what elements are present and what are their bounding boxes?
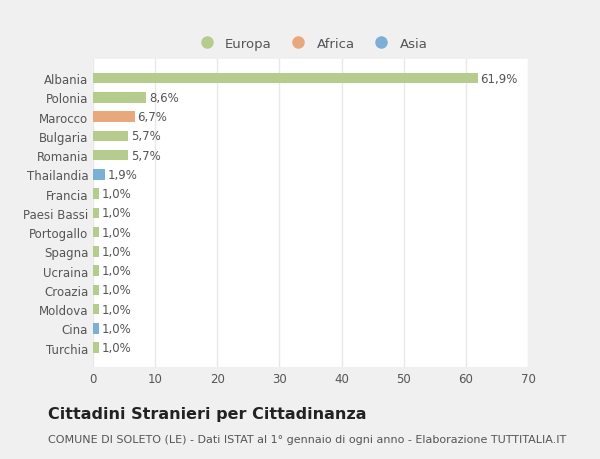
Bar bbox=[93, 285, 99, 296]
Text: 5,7%: 5,7% bbox=[131, 130, 161, 143]
Text: COMUNE DI SOLETO (LE) - Dati ISTAT al 1° gennaio di ogni anno - Elaborazione TUT: COMUNE DI SOLETO (LE) - Dati ISTAT al 1°… bbox=[48, 434, 566, 444]
Text: 1,0%: 1,0% bbox=[102, 284, 131, 297]
Bar bbox=[93, 73, 478, 84]
Bar bbox=[93, 112, 134, 123]
Text: 1,0%: 1,0% bbox=[102, 341, 131, 354]
Text: 1,0%: 1,0% bbox=[102, 188, 131, 201]
Text: Cittadini Stranieri per Cittadinanza: Cittadini Stranieri per Cittadinanza bbox=[48, 406, 367, 421]
Text: 1,0%: 1,0% bbox=[102, 207, 131, 220]
Text: 8,6%: 8,6% bbox=[149, 92, 179, 105]
Text: 1,9%: 1,9% bbox=[107, 168, 137, 181]
Bar bbox=[93, 93, 146, 103]
Bar bbox=[93, 170, 105, 180]
Bar bbox=[93, 151, 128, 161]
Text: 1,0%: 1,0% bbox=[102, 303, 131, 316]
Bar bbox=[93, 324, 99, 334]
Bar bbox=[93, 189, 99, 200]
Text: 1,0%: 1,0% bbox=[102, 246, 131, 258]
Text: 1,0%: 1,0% bbox=[102, 322, 131, 335]
Bar bbox=[93, 227, 99, 238]
Text: 1,0%: 1,0% bbox=[102, 226, 131, 239]
Text: 5,7%: 5,7% bbox=[131, 149, 161, 162]
Bar bbox=[93, 304, 99, 315]
Bar bbox=[93, 266, 99, 276]
Legend: Europa, Africa, Asia: Europa, Africa, Asia bbox=[188, 33, 433, 56]
Text: 6,7%: 6,7% bbox=[137, 111, 167, 124]
Bar bbox=[93, 131, 128, 142]
Bar bbox=[93, 246, 99, 257]
Text: 1,0%: 1,0% bbox=[102, 264, 131, 278]
Text: 61,9%: 61,9% bbox=[480, 73, 518, 85]
Bar bbox=[93, 208, 99, 219]
Bar bbox=[93, 343, 99, 353]
